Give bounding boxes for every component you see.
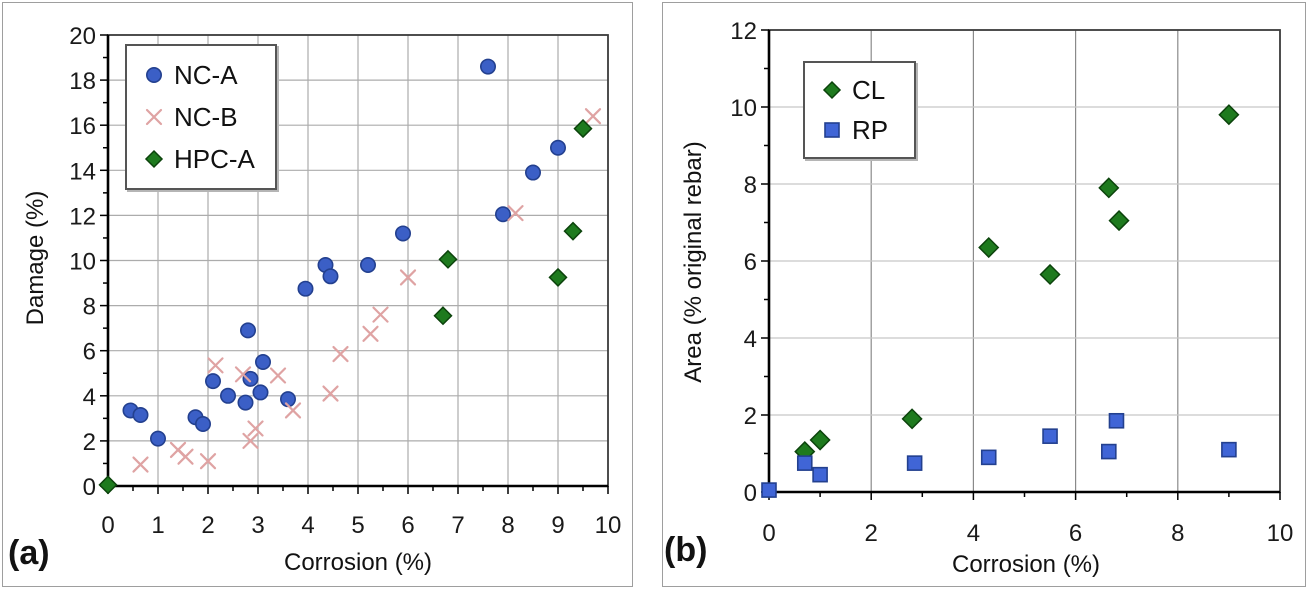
tick-labels-(b): 0 2 4 6 8 10 0 2 4 6 8 10 12 bbox=[730, 18, 1293, 547]
legend-marker-diamond bbox=[822, 80, 842, 100]
svg-text:10: 10 bbox=[69, 249, 96, 276]
legend-a: NC-A NC-B HPC-A bbox=[125, 44, 277, 190]
svg-text:0: 0 bbox=[101, 512, 114, 539]
svg-text:20: 20 bbox=[69, 23, 96, 50]
panel-label-b: (b) bbox=[664, 531, 708, 569]
series-RP bbox=[761, 412, 1237, 498]
svg-text:5: 5 bbox=[351, 512, 364, 539]
legend-marker-x bbox=[145, 108, 163, 126]
legend-item-NC-A: NC-A bbox=[143, 62, 275, 88]
svg-text:8: 8 bbox=[83, 294, 96, 321]
legend-item-HPC-A: HPC-A bbox=[143, 146, 275, 172]
svg-text:2: 2 bbox=[744, 403, 757, 430]
svg-text:8: 8 bbox=[501, 512, 514, 539]
legend-label: NC-A bbox=[174, 60, 238, 90]
svg-text:18: 18 bbox=[69, 68, 96, 95]
legend-item-RP: RP bbox=[821, 117, 914, 143]
series-NC-A bbox=[122, 58, 566, 447]
svg-text:7: 7 bbox=[451, 512, 464, 539]
svg-text:16: 16 bbox=[69, 113, 96, 140]
legend-marker-circle bbox=[146, 67, 162, 83]
svg-text:10: 10 bbox=[1267, 520, 1294, 547]
svg-text:3: 3 bbox=[251, 512, 264, 539]
legend-label: NC-B bbox=[174, 102, 238, 132]
x-axis-title-b: Corrosion (%) bbox=[951, 551, 1101, 578]
svg-text:8: 8 bbox=[1171, 520, 1184, 547]
series-HPC-A bbox=[98, 119, 593, 495]
legend-item-CL: CL bbox=[821, 77, 914, 103]
svg-text:2: 2 bbox=[865, 520, 878, 547]
legend-item-NC-B: NC-B bbox=[143, 104, 275, 130]
svg-text:8: 8 bbox=[744, 172, 757, 199]
legend-marker-diamond bbox=[144, 149, 164, 169]
legend-b: CL RP bbox=[803, 61, 916, 159]
svg-text:6: 6 bbox=[744, 249, 757, 276]
series-NC-B bbox=[132, 108, 602, 473]
svg-text:0: 0 bbox=[744, 480, 757, 507]
legend-label: RP bbox=[852, 115, 889, 145]
svg-text:14: 14 bbox=[69, 158, 96, 185]
svg-text:12: 12 bbox=[730, 18, 757, 45]
svg-text:1: 1 bbox=[151, 512, 164, 539]
legend-label: HPC-A bbox=[174, 144, 255, 174]
svg-text:6: 6 bbox=[401, 512, 414, 539]
y-axis-title-b: Area (% original rebar) bbox=[680, 141, 707, 383]
panel-label-a: (a) bbox=[8, 534, 50, 572]
svg-text:4: 4 bbox=[967, 520, 980, 547]
x-axis-title-a: Corrosion (%) bbox=[283, 549, 433, 576]
svg-text:9: 9 bbox=[551, 512, 564, 539]
y-axis-title-a: Damage (%) bbox=[22, 190, 49, 326]
svg-text:10: 10 bbox=[730, 95, 757, 122]
svg-text:6: 6 bbox=[83, 339, 96, 366]
svg-text:4: 4 bbox=[83, 384, 96, 411]
legend-label: CL bbox=[852, 75, 886, 105]
series-CL bbox=[794, 104, 1240, 463]
plot-(b): 0 2 4 6 8 10 0 2 4 6 8 10 12 bbox=[730, 18, 1293, 547]
svg-text:10: 10 bbox=[595, 512, 622, 539]
svg-text:0: 0 bbox=[83, 474, 96, 501]
svg-text:4: 4 bbox=[744, 326, 757, 353]
svg-text:0: 0 bbox=[762, 520, 775, 547]
legend-marker-square bbox=[824, 122, 840, 138]
svg-text:6: 6 bbox=[1069, 520, 1082, 547]
svg-text:12: 12 bbox=[69, 203, 96, 230]
svg-text:2: 2 bbox=[201, 512, 214, 539]
svg-text:4: 4 bbox=[301, 512, 314, 539]
svg-text:2: 2 bbox=[83, 429, 96, 456]
